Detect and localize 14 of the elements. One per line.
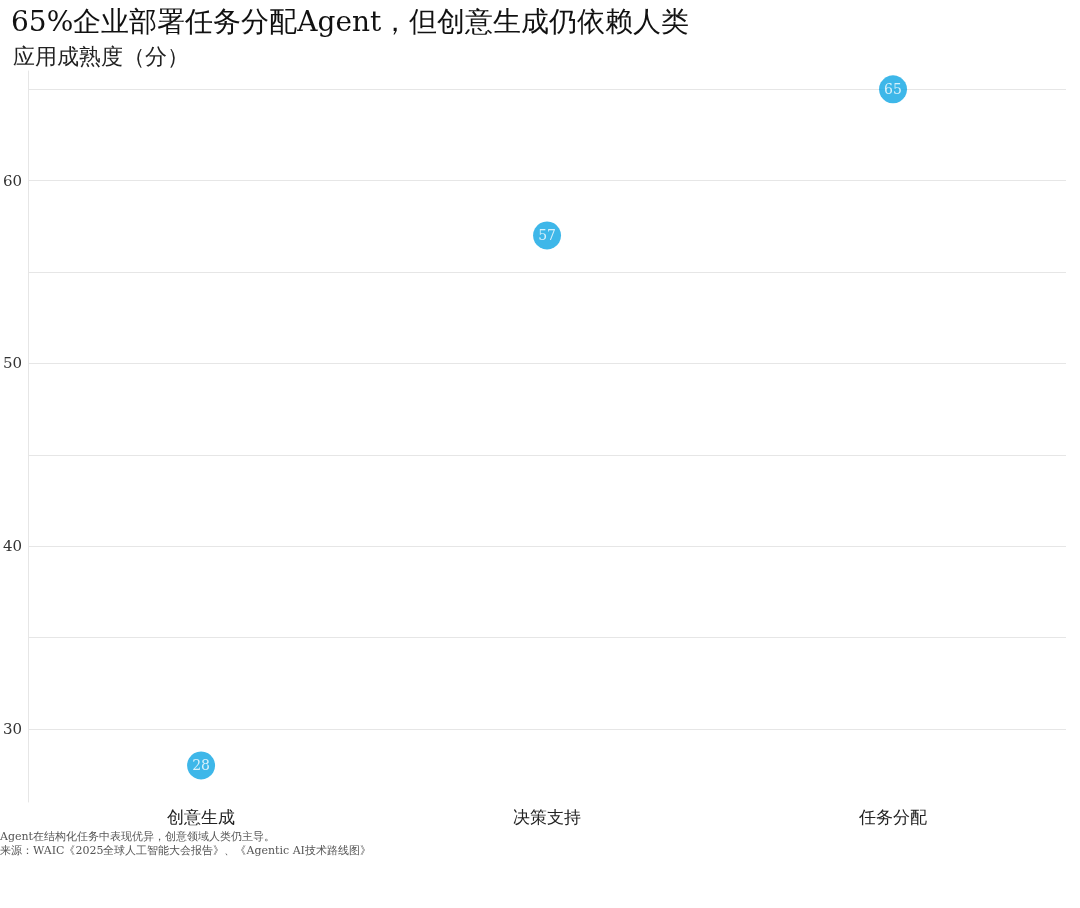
source-note: 来源：WAIC《2025全球人工智能大会报告》、《Agentic AI技术路线图》 (0, 844, 371, 857)
y-tick-label: 30 (2, 719, 23, 738)
y-tick-label: 40 (2, 537, 23, 556)
text: Agent在结构化任务中表现优异，创意领域人类仍主导。 (0, 830, 275, 843)
data-label: 57 (538, 227, 556, 244)
x-tick-label: 创意生成 (167, 806, 236, 827)
x-tick-label: 任务分配 (858, 806, 928, 827)
chart-title: 65%企业部署任务分配Agent，但创意生成仍依赖人类 (11, 4, 690, 38)
data-label: 28 (192, 757, 210, 774)
y-tick-label: 50 (2, 354, 23, 373)
y-tick-label: 60 (2, 171, 23, 190)
data-label: 65 (884, 81, 902, 98)
x-tick-label: 决策支持 (513, 806, 582, 827)
chart-subtitle: 应用成熟度（分） (13, 43, 189, 69)
